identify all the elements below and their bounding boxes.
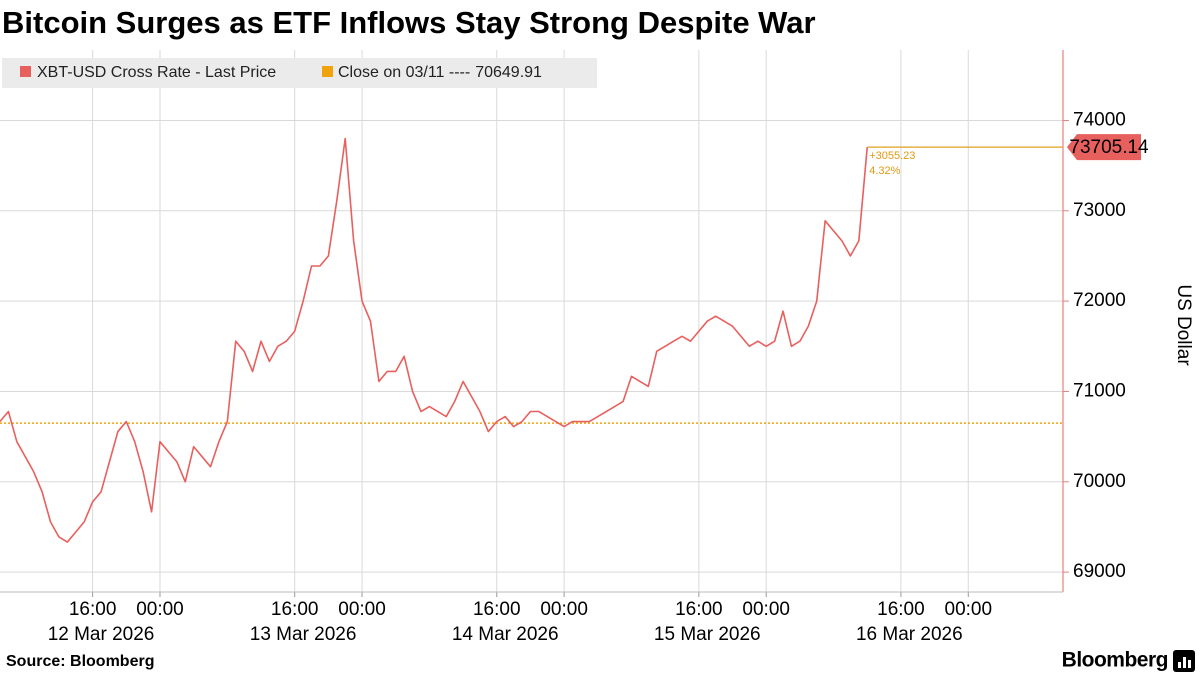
plot-area xyxy=(0,50,1069,597)
brand-icon-bar xyxy=(1178,662,1181,668)
x-tick-label: 00:00 xyxy=(136,599,184,620)
legend-swatch xyxy=(322,66,333,77)
y-axis-title: US Dollar xyxy=(1173,284,1194,366)
y-tick-label: 69000 xyxy=(1073,561,1126,582)
y-tick-label: 72000 xyxy=(1073,290,1126,311)
brand-icon-bar xyxy=(1188,660,1191,668)
x-date-label: 14 Mar 2026 xyxy=(452,624,559,645)
legend-label: Close on 03/11 ---- 70649.91 xyxy=(338,64,542,81)
change-label: +3055.23 xyxy=(869,150,915,162)
x-tick-label: 16:00 xyxy=(675,599,723,620)
last-price-label: 73705.14 xyxy=(1069,137,1149,158)
last-price-tag xyxy=(1067,134,1141,161)
x-tick-label: 16:00 xyxy=(473,599,521,620)
source: Source: Bloomberg xyxy=(6,653,154,670)
x-date-label: 13 Mar 2026 xyxy=(250,624,357,645)
price-line xyxy=(0,137,869,543)
legend-label: XBT-USD Cross Rate - Last Price xyxy=(37,64,276,81)
x-tick-label: 16:00 xyxy=(877,599,925,620)
legend-box xyxy=(2,58,597,88)
brand: Bloomberg xyxy=(1062,649,1168,672)
x-tick-label: 16:00 xyxy=(271,599,319,620)
chart-title: Bitcoin Surges as ETF Inflows Stay Stron… xyxy=(2,5,816,40)
change-pct-label: 4.32% xyxy=(869,165,900,177)
legend: XBT-USD Cross Rate - Last Price Close on… xyxy=(2,58,597,88)
y-tick-label: 71000 xyxy=(1073,380,1126,401)
legend-swatch xyxy=(20,66,31,77)
x-tick-label: 16:00 xyxy=(69,599,117,620)
x-tick-label: 00:00 xyxy=(338,599,386,620)
y-tick-label: 70000 xyxy=(1073,471,1126,492)
x-date-label: 15 Mar 2026 xyxy=(654,624,761,645)
y-tick-label: 73000 xyxy=(1073,200,1126,221)
reference-value: 70649.91 xyxy=(475,64,542,81)
brand-icon-bar xyxy=(1183,657,1186,668)
x-tick-label: 00:00 xyxy=(742,599,790,620)
x-date-label: 12 Mar 2026 xyxy=(48,624,155,645)
x-date-label: 16 Mar 2026 xyxy=(856,624,963,645)
reference-label: Close on 03/11 ---- xyxy=(338,64,470,81)
x-tick-label: 00:00 xyxy=(945,599,993,620)
x-tick-label: 00:00 xyxy=(540,599,588,620)
y-tick-label: 74000 xyxy=(1073,109,1126,130)
